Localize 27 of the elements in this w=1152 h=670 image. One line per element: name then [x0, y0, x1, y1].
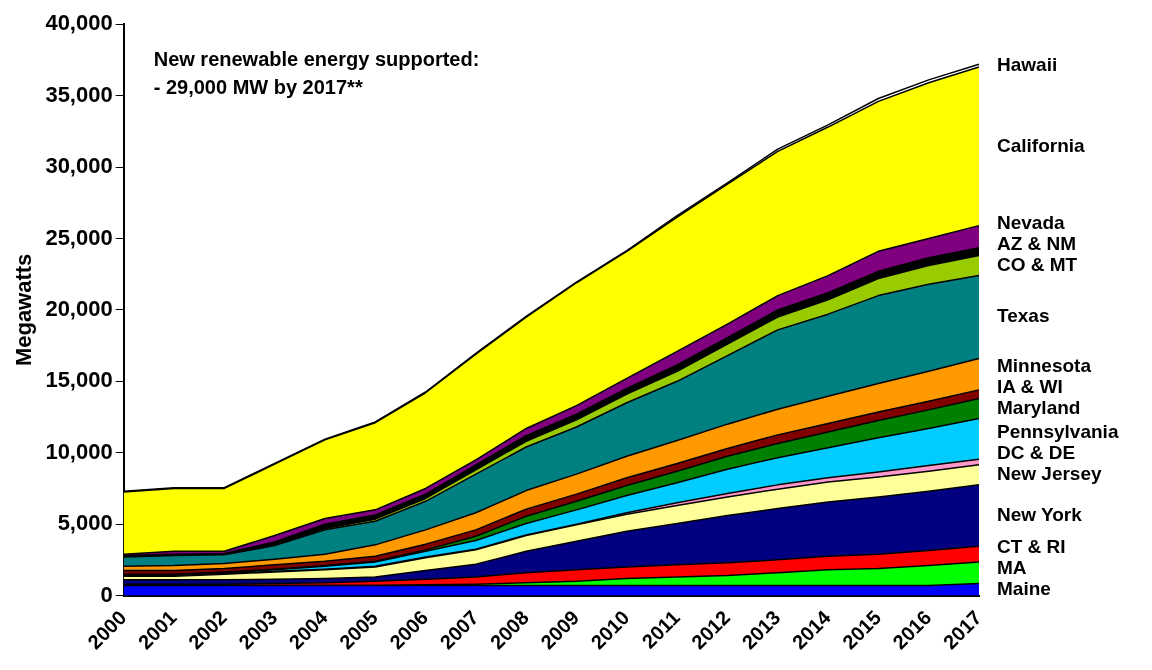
- y-tick-label: 5,000: [57, 510, 113, 536]
- series-label: Maine: [997, 577, 1051, 599]
- y-tick-label: 10,000: [45, 438, 113, 464]
- series-label: California: [997, 134, 1086, 156]
- series-label: Minnesota: [997, 354, 1092, 376]
- y-tick-label: 15,000: [45, 367, 113, 393]
- series-label: New York: [997, 503, 1083, 525]
- series-label: Pennsylvania: [997, 421, 1119, 443]
- y-tick-label: 35,000: [45, 81, 113, 107]
- series-label: CT & RI: [997, 535, 1066, 557]
- y-tick-label: 25,000: [45, 224, 113, 250]
- series-label: CO & MT: [997, 253, 1078, 275]
- series-label: Hawaii: [997, 53, 1058, 75]
- series-label: Texas: [997, 305, 1050, 327]
- y-tick-label: 20,000: [45, 295, 113, 321]
- series-label: AZ & NM: [997, 232, 1077, 254]
- series-label: New Jersey: [997, 463, 1103, 485]
- series-label: Nevada: [997, 211, 1066, 233]
- series-label: IA & WI: [997, 375, 1063, 397]
- series-label: MA: [997, 556, 1027, 578]
- y-tick-label: 40,000: [45, 10, 113, 36]
- y-tick-label: 30,000: [45, 153, 113, 179]
- series-label: DC & DE: [997, 442, 1076, 464]
- y-tick-label: 0: [100, 581, 113, 607]
- y-axis-title: Megawatts: [11, 253, 37, 367]
- annotation: New renewable energy supported: - 29,000 MW by 2017**: [153, 47, 480, 98]
- series-label: Maryland: [997, 396, 1081, 418]
